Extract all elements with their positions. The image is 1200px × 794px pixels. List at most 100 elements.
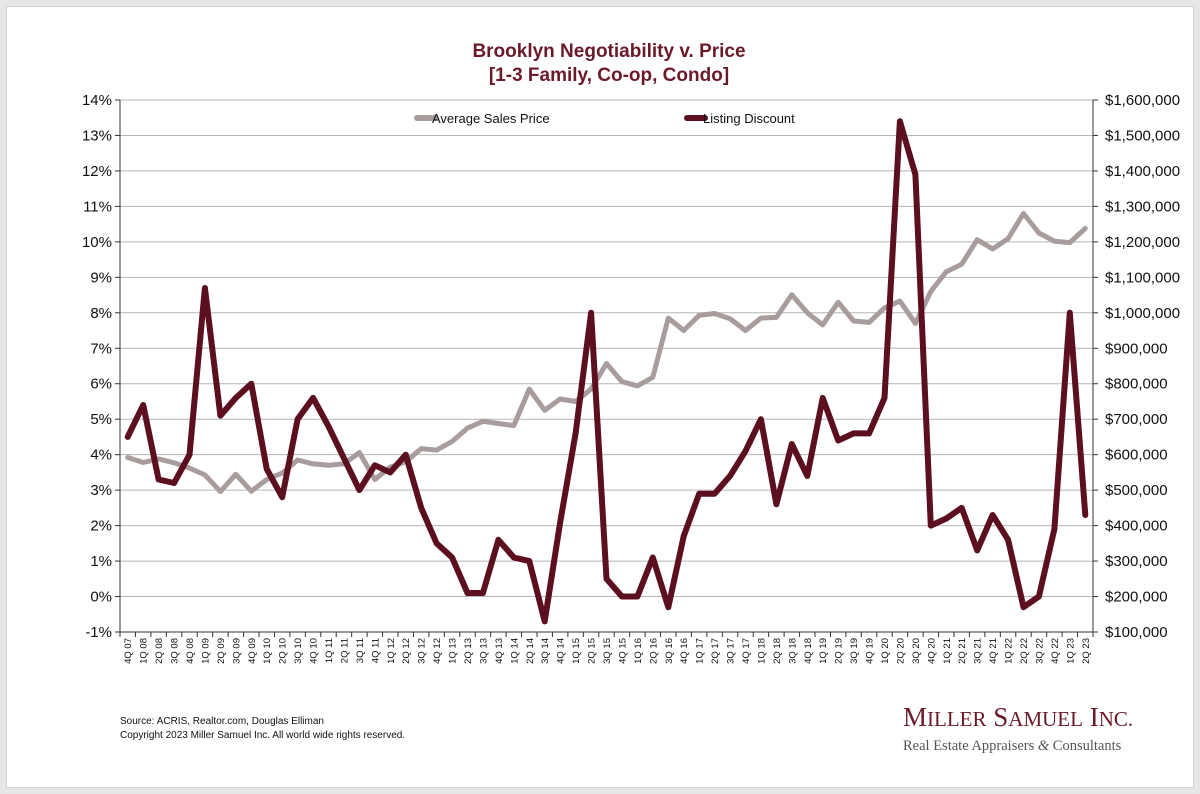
x-tick-label: 3Q 16 <box>664 638 675 664</box>
left-y-tick-label: 1% <box>90 553 112 570</box>
x-tick-label: 2Q 22 <box>1019 638 1030 664</box>
left-y-tick-label: 3% <box>90 482 112 499</box>
x-tick-label: 1Q 22 <box>1004 638 1015 664</box>
x-tick-label: 4Q 19 <box>865 638 876 664</box>
x-tick-label: 1Q 16 <box>633 638 644 664</box>
right-y-tick-label: $1,600,000 <box>1105 92 1180 109</box>
left-y-tick-label: 14% <box>82 92 112 109</box>
x-tick-label: 2Q 19 <box>834 638 845 664</box>
x-tick-label: 1Q 19 <box>818 638 829 664</box>
left-y-tick-label: 12% <box>82 163 112 180</box>
right-y-tick-label: $600,000 <box>1105 447 1168 464</box>
x-tick-label: 1Q 23 <box>1065 638 1076 664</box>
x-tick-label: 2Q 16 <box>648 638 659 664</box>
x-tick-label: 2Q 23 <box>1081 638 1092 664</box>
x-tick-label: 2Q 09 <box>216 638 227 664</box>
left-y-tick-label: 9% <box>90 269 112 286</box>
left-y-tick-label: 11% <box>83 198 112 215</box>
x-tick-label: 2Q 20 <box>895 638 906 664</box>
x-tick-label: 1Q 11 <box>324 638 335 663</box>
right-y-tick-label: $1,300,000 <box>1105 198 1180 215</box>
axes <box>119 100 1094 633</box>
chart-frame: Brooklyn Negotiability v. Price [1-3 Fam… <box>6 6 1194 788</box>
x-tick-label: 4Q 20 <box>926 638 937 664</box>
left-y-tick-label: 8% <box>90 305 112 322</box>
left-y-tick-label: 10% <box>82 234 112 251</box>
left-y-axis-ticks: -1% 0% 1% 2% 3% 4% 5% 6% 7% 8% 9% 10% 11% 12% 13% 14% <box>82 92 120 641</box>
copyright-note: Copyright 2023 Miller Samuel Inc. All wo… <box>120 730 405 741</box>
x-tick-label: 1Q 17 <box>695 638 706 664</box>
x-tick-label: 2Q 08 <box>154 638 165 664</box>
x-tick-label: 1Q 12 <box>386 638 397 664</box>
legend: Average Sales Price Listing Discount <box>414 111 795 126</box>
x-tick-label: 4Q 13 <box>494 638 505 664</box>
left-y-tick-label: -1% <box>85 624 112 641</box>
x-tick-label: 1Q 09 <box>200 638 211 664</box>
gridlines <box>120 99 1093 633</box>
x-tick-label: 4Q 14 <box>556 638 567 664</box>
left-y-tick-label: 13% <box>82 127 112 144</box>
chart-title: Brooklyn Negotiability v. Price <box>472 41 745 62</box>
x-tick-label: 2Q 18 <box>772 638 783 664</box>
negotiability-chart: Brooklyn Negotiability v. Price [1-3 Fam… <box>82 41 1180 754</box>
x-tick-label: 3Q 11 <box>355 638 366 663</box>
left-y-tick-label: 5% <box>90 411 112 428</box>
miller-samuel-logo: MILLER SAMUEL INC. Real Estate Appraiser… <box>903 702 1133 754</box>
chart-subtitle: [1-3 Family, Co-op, Condo] <box>489 65 729 86</box>
series-lines <box>124 118 1089 625</box>
x-tick-label: 4Q 16 <box>679 638 690 664</box>
right-y-tick-label: $700,000 <box>1105 411 1168 428</box>
right-y-tick-label: $1,000,000 <box>1105 305 1180 322</box>
x-axis-ticks: 4Q 07 1Q 08 2Q 08 3Q 08 4Q 08 1Q 09 2Q 09 3Q 09… <box>119 632 1094 664</box>
right-y-tick-label: $800,000 <box>1105 376 1168 393</box>
x-tick-label: 3Q 18 <box>787 638 798 664</box>
x-tick-label: 3Q 13 <box>478 638 489 664</box>
x-tick-label: 1Q 13 <box>448 638 459 664</box>
x-tick-label: 4Q 11 <box>370 638 381 663</box>
logo-wordmark: MILLER SAMUEL INC. <box>903 702 1133 732</box>
x-tick-label: 3Q 14 <box>540 638 551 664</box>
right-y-tick-label: $1,500,000 <box>1105 127 1180 144</box>
x-tick-label: 1Q 15 <box>571 638 582 664</box>
x-tick-label: 3Q 08 <box>170 638 181 664</box>
x-tick-label: 3Q 10 <box>293 638 304 664</box>
left-y-tick-label: 2% <box>90 518 112 535</box>
x-tick-label: 1Q 21 <box>942 638 953 664</box>
right-y-tick-label: $400,000 <box>1105 518 1168 535</box>
x-tick-label: 3Q 22 <box>1034 638 1045 664</box>
x-tick-label: 4Q 18 <box>803 638 814 664</box>
left-y-tick-label: 7% <box>90 340 112 357</box>
left-y-tick-label: 6% <box>90 376 112 393</box>
x-tick-label: 2Q 14 <box>525 638 536 664</box>
x-tick-label: 2Q 17 <box>710 638 721 664</box>
legend-label-listing-discount: Listing Discount <box>703 111 795 126</box>
x-tick-label: 4Q 09 <box>247 638 258 664</box>
right-y-tick-label: $200,000 <box>1105 589 1168 606</box>
x-tick-label: 4Q 15 <box>617 638 628 664</box>
right-y-tick-label: $1,400,000 <box>1105 163 1180 180</box>
x-tick-label: 2Q 10 <box>278 638 289 664</box>
x-tick-label: 1Q 20 <box>880 638 891 664</box>
right-y-axis-ticks: $100,000 $200,000 $300,000 $400,000 $500,000… <box>1093 92 1180 641</box>
x-tick-label: 3Q 20 <box>911 638 922 664</box>
x-tick-label: 1Q 14 <box>509 638 520 664</box>
right-y-tick-label: $300,000 <box>1105 553 1168 570</box>
x-tick-label: 3Q 09 <box>231 638 242 664</box>
x-tick-label: 2Q 13 <box>463 638 474 664</box>
right-y-tick-label: $1,200,000 <box>1105 234 1180 251</box>
right-y-tick-label: $500,000 <box>1105 482 1168 499</box>
x-tick-label: 1Q 10 <box>262 638 273 664</box>
x-tick-label: 3Q 12 <box>417 638 428 664</box>
left-y-tick-label: 0% <box>90 589 112 606</box>
x-tick-label: 4Q 08 <box>185 638 196 664</box>
series-line-listing-discount <box>124 118 1089 625</box>
right-y-tick-label: $1,100,000 <box>1105 269 1180 286</box>
source-note: Source: ACRIS, Realtor.com, Douglas Elli… <box>120 716 324 727</box>
x-tick-label: 3Q 21 <box>973 638 984 664</box>
right-y-tick-label: $100,000 <box>1105 624 1168 641</box>
x-tick-label: 4Q 22 <box>1050 638 1061 664</box>
x-tick-label: 4Q 17 <box>741 638 752 664</box>
x-tick-label: 3Q 15 <box>602 638 613 664</box>
left-y-tick-label: 4% <box>90 447 112 464</box>
right-y-tick-label: $900,000 <box>1105 340 1168 357</box>
